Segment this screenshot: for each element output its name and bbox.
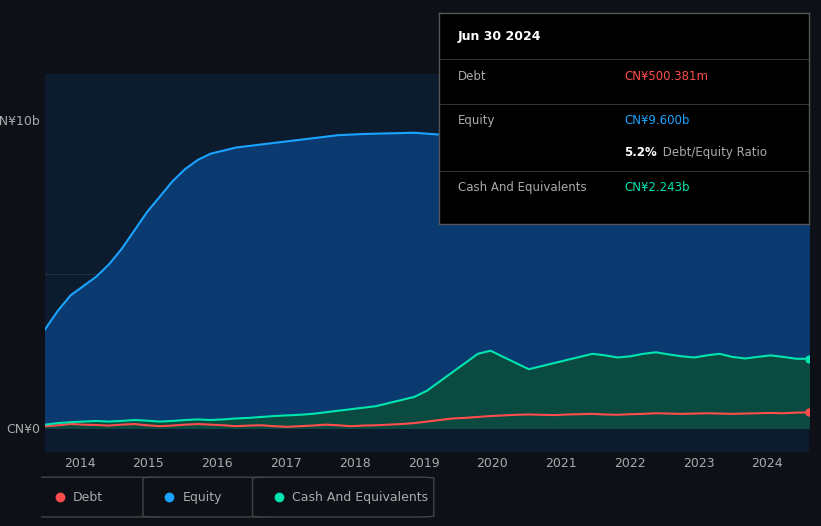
Text: Cash And Equivalents: Cash And Equivalents [458,181,586,195]
FancyBboxPatch shape [143,477,272,517]
Text: Debt/Equity Ratio: Debt/Equity Ratio [659,146,767,159]
Text: CN¥2.243b: CN¥2.243b [624,181,690,195]
Text: Cash And Equivalents: Cash And Equivalents [291,491,428,503]
Text: CN¥500.381m: CN¥500.381m [624,70,708,83]
Text: Debt: Debt [73,491,103,503]
Text: Equity: Equity [182,491,222,503]
FancyBboxPatch shape [253,477,433,517]
Text: CN¥9.600b: CN¥9.600b [624,114,690,127]
FancyBboxPatch shape [34,477,162,517]
Text: Debt: Debt [458,70,486,83]
Text: Jun 30 2024: Jun 30 2024 [458,30,541,43]
Text: Equity: Equity [458,114,495,127]
Text: 5.2%: 5.2% [624,146,657,159]
